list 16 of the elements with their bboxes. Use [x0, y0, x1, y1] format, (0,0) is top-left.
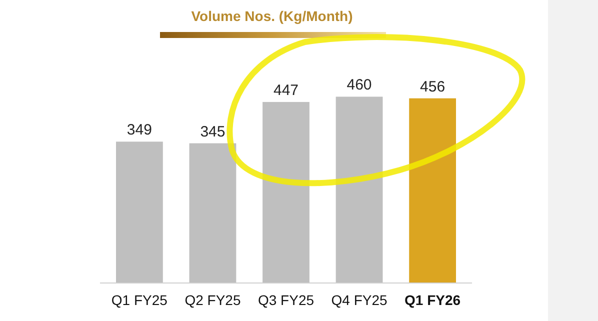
data-label: 447 — [273, 82, 299, 99]
x-tick-label: Q2 FY25 — [184, 292, 241, 308]
bar — [262, 102, 310, 283]
bar — [189, 143, 236, 283]
x-tick-label: Q1 FY26 — [404, 292, 461, 308]
x-tick-label: Q4 FY25 — [331, 292, 388, 308]
data-label: 460 — [346, 76, 372, 94]
x-tick-label: Q1 FY25 — [111, 292, 168, 308]
x-tick-label: Q3 FY25 — [258, 292, 314, 308]
chart-title: Volume Nos. (Kg/Month) — [191, 8, 353, 24]
data-label: 456 — [420, 78, 446, 96]
data-label: 349 — [126, 122, 152, 139]
bar — [116, 142, 163, 283]
bar — [409, 98, 456, 283]
bar — [336, 96, 383, 283]
data-label: 345 — [200, 123, 226, 140]
